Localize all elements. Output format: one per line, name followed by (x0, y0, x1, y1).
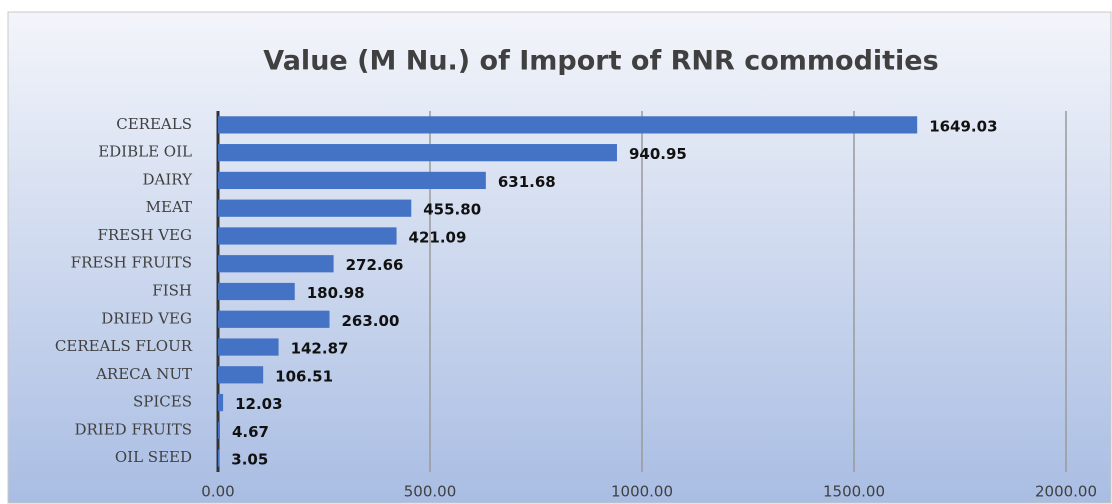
bar (218, 255, 334, 273)
bar (218, 366, 264, 384)
bar (218, 393, 224, 412)
data-label: 631.68 (498, 173, 556, 191)
data-label: 455.80 (423, 201, 481, 219)
y-tick-label: ARECA NUT (95, 365, 192, 383)
y-tick-label: DAIRY (142, 170, 193, 188)
y-tick-label: MEAT (146, 198, 192, 216)
data-label: 106.51 (275, 367, 333, 385)
x-tick-label: 1500.00 (823, 483, 885, 501)
data-label: 4.67 (232, 423, 269, 441)
y-tick-label: OIL SEED (115, 448, 192, 466)
bar (218, 282, 295, 301)
x-tick-label: 500.00 (404, 483, 457, 501)
chart-background (7, 11, 1112, 504)
bar (218, 199, 412, 217)
y-tick-label: SPICES (133, 393, 192, 411)
data-label: 1649.03 (929, 117, 997, 135)
y-tick-label: FRESH FRUITS (71, 254, 192, 272)
data-label: 142.87 (291, 340, 349, 358)
bar (218, 116, 918, 134)
data-label: 180.98 (307, 284, 365, 302)
bar (218, 421, 220, 439)
data-label: 940.95 (629, 145, 687, 163)
data-label: 421.09 (409, 228, 467, 246)
bar (218, 227, 397, 245)
bar (218, 144, 617, 162)
x-tick-label: 2000.00 (1035, 483, 1097, 501)
y-tick-label: FRESH VEG (97, 226, 192, 244)
data-label: 12.03 (235, 395, 282, 413)
data-label: 3.05 (231, 451, 268, 469)
data-label: 272.66 (346, 256, 404, 274)
y-tick-label: CEREALS FLOUR (55, 337, 193, 355)
y-tick-label: EDIBLE OIL (98, 143, 192, 161)
bar (218, 449, 220, 467)
x-tick-label: 0.00 (201, 483, 234, 501)
x-tick-label: 1000.00 (611, 483, 673, 501)
y-tick-label: FISH (152, 282, 192, 300)
bar (218, 171, 486, 190)
y-tick-label: DRIED VEG (101, 309, 192, 327)
bar (218, 310, 330, 328)
chart-title: Value (M Nu.) of Import of RNR commoditi… (263, 46, 938, 77)
y-tick-label: CEREALS (116, 115, 192, 133)
y-tick-label: DRIED FRUITS (74, 420, 192, 438)
data-label: 263.00 (342, 312, 400, 330)
bar (218, 338, 279, 356)
